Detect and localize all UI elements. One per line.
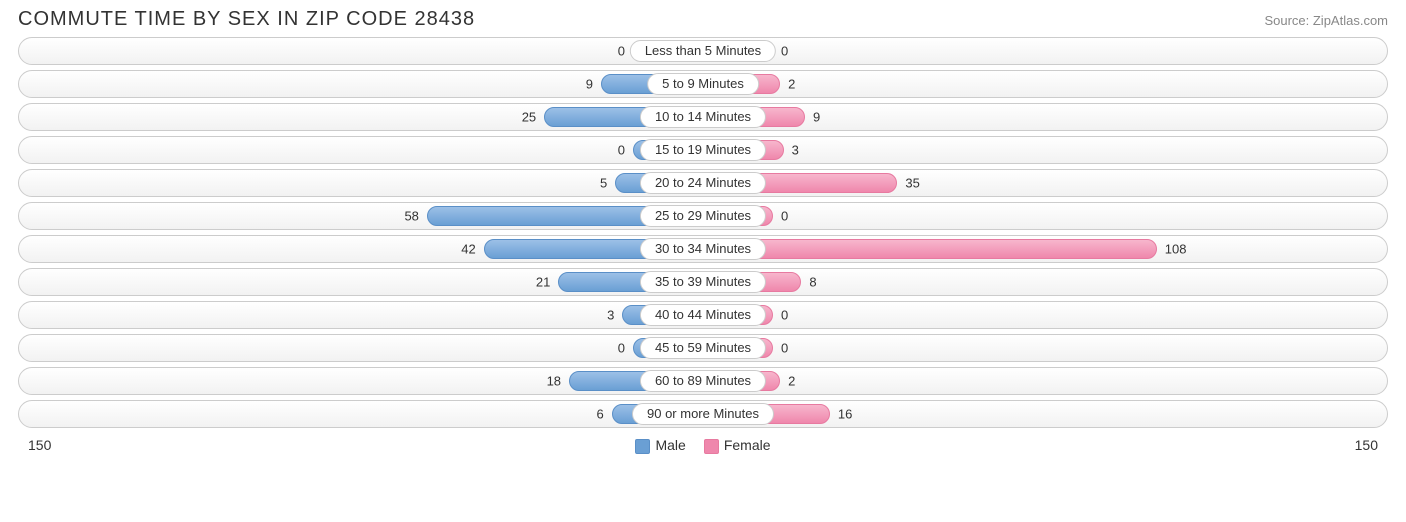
- male-value: 0: [618, 143, 625, 158]
- legend-female: Female: [704, 437, 771, 454]
- male-value: 6: [596, 407, 603, 422]
- male-value: 18: [547, 374, 561, 389]
- female-value: 16: [838, 407, 852, 422]
- female-value: 2: [788, 374, 795, 389]
- male-value: 21: [536, 275, 550, 290]
- male-value: 0: [618, 44, 625, 59]
- chart-row: 18 2 60 to 89 Minutes: [18, 367, 1388, 395]
- chart-source: Source: ZipAtlas.com: [1264, 13, 1388, 28]
- female-value: 108: [1165, 242, 1187, 257]
- chart-row: 5 35 20 to 24 Minutes: [18, 169, 1388, 197]
- chart-row: 42 108 30 to 34 Minutes: [18, 235, 1388, 263]
- female-value: 0: [781, 44, 788, 59]
- row-label: 30 to 34 Minutes: [640, 238, 766, 260]
- female-value: 3: [792, 143, 799, 158]
- chart-footer: 150 Male Female 150: [0, 433, 1406, 454]
- female-value: 35: [905, 176, 919, 191]
- row-label: 90 or more Minutes: [632, 403, 774, 425]
- chart-row: 0 0 Less than 5 Minutes: [18, 37, 1388, 65]
- male-value: 0: [618, 341, 625, 356]
- chart-row: 25 9 10 to 14 Minutes: [18, 103, 1388, 131]
- row-label: 45 to 59 Minutes: [640, 337, 766, 359]
- male-swatch-icon: [635, 439, 650, 454]
- female-value: 8: [809, 275, 816, 290]
- axis-left-max: 150: [28, 437, 51, 453]
- male-value: 5: [600, 176, 607, 191]
- male-value: 25: [522, 110, 536, 125]
- chart-row: 3 0 40 to 44 Minutes: [18, 301, 1388, 329]
- chart-row: 21 8 35 to 39 Minutes: [18, 268, 1388, 296]
- male-value: 42: [461, 242, 475, 257]
- legend-male: Male: [635, 437, 685, 454]
- legend-female-label: Female: [724, 437, 771, 453]
- female-value: 9: [813, 110, 820, 125]
- legend: Male Female: [635, 437, 770, 454]
- female-value: 0: [781, 209, 788, 224]
- chart-row: 58 0 25 to 29 Minutes: [18, 202, 1388, 230]
- female-bar: [703, 239, 1157, 259]
- row-label: 10 to 14 Minutes: [640, 106, 766, 128]
- chart-area: 00Less than 5 Minutes925 to 9 Minutes259…: [0, 37, 1406, 428]
- chart-row: 0 0 45 to 59 Minutes: [18, 334, 1388, 362]
- row-label: 15 to 19 Minutes: [640, 139, 766, 161]
- row-label: 25 to 29 Minutes: [640, 205, 766, 227]
- female-value: 2: [788, 77, 795, 92]
- male-value: 3: [607, 308, 614, 323]
- row-label: 40 to 44 Minutes: [640, 304, 766, 326]
- axis-right-max: 150: [1355, 437, 1378, 453]
- legend-male-label: Male: [655, 437, 685, 453]
- row-label: 5 to 9 Minutes: [647, 73, 759, 95]
- female-swatch-icon: [704, 439, 719, 454]
- male-value: 58: [404, 209, 418, 224]
- chart-row: 9 2 5 to 9 Minutes: [18, 70, 1388, 98]
- chart-row: 0 3 15 to 19 Minutes: [18, 136, 1388, 164]
- female-value: 0: [781, 341, 788, 356]
- female-value: 0: [781, 308, 788, 323]
- row-label: 60 to 89 Minutes: [640, 370, 766, 392]
- row-label: Less than 5 Minutes: [630, 40, 776, 62]
- header: COMMUTE TIME BY SEX IN ZIP CODE 28438 So…: [0, 0, 1406, 37]
- chart-title: COMMUTE TIME BY SEX IN ZIP CODE 28438: [18, 8, 475, 31]
- male-value: 9: [586, 77, 593, 92]
- chart-row: 6 16 90 or more Minutes: [18, 400, 1388, 428]
- row-label: 20 to 24 Minutes: [640, 172, 766, 194]
- row-label: 35 to 39 Minutes: [640, 271, 766, 293]
